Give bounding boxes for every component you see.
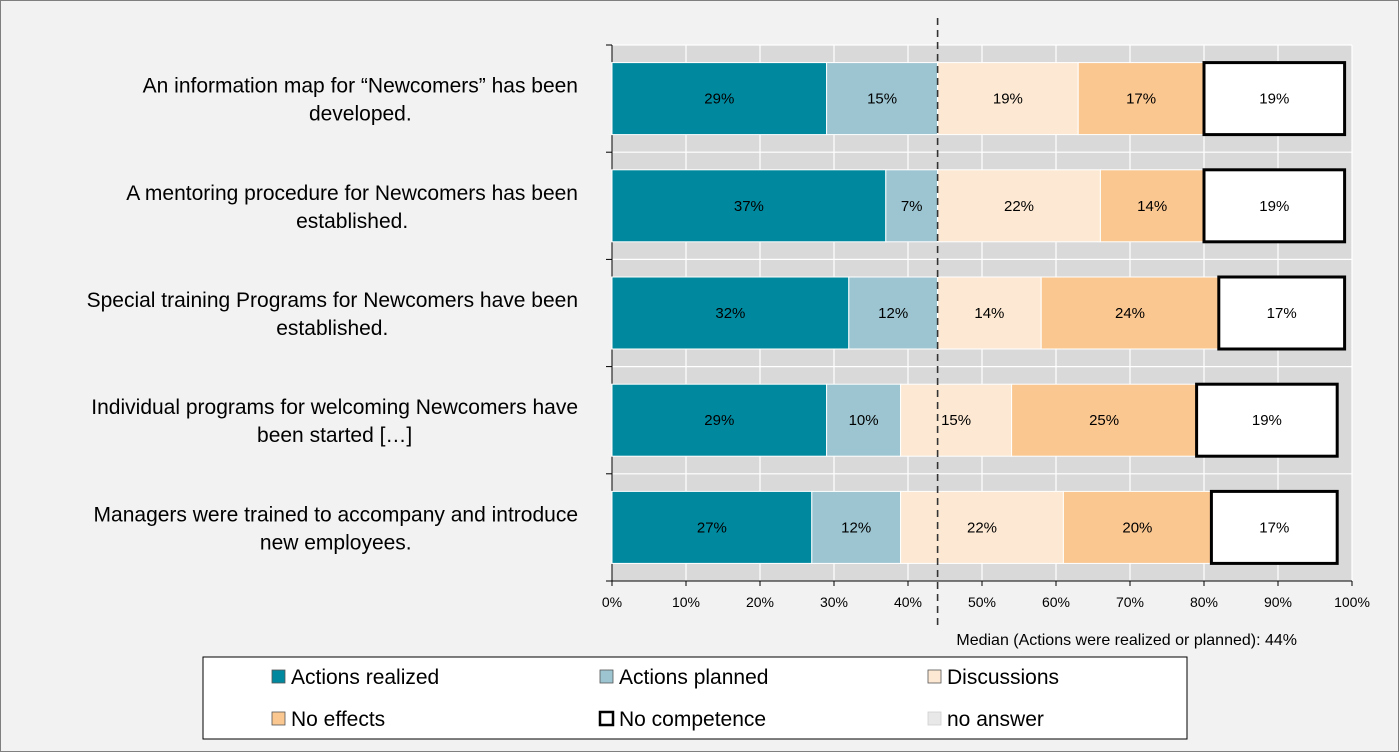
data-label: 25%: [1089, 412, 1119, 429]
data-label: 12%: [878, 305, 908, 322]
bar-segment: [848, 276, 939, 350]
legend-swatch: [271, 669, 286, 684]
data-label: 17%: [1267, 305, 1297, 322]
bar-segment: [1202, 168, 1347, 244]
legend-swatch: [599, 669, 614, 684]
legend-label: no answer: [947, 708, 1044, 731]
x-tick-label: 40%: [894, 594, 922, 610]
bar-segment: [611, 490, 813, 564]
data-label: 19%: [993, 91, 1023, 108]
bar-segment: [1077, 62, 1205, 136]
bar-segment: [885, 169, 939, 243]
legend-label: No effects: [291, 708, 385, 731]
bar-segment: [937, 169, 1101, 243]
x-tick-label: 30%: [820, 594, 848, 610]
category-label: developed.: [309, 103, 412, 126]
data-label: 24%: [1115, 305, 1145, 322]
x-tick-label: 50%: [968, 594, 996, 610]
median-label: Median (Actions were realized or planned…: [956, 632, 1297, 649]
x-tick-label: 90%: [1264, 594, 1292, 610]
bar-segment: [937, 62, 1079, 136]
data-label: 19%: [1259, 91, 1289, 108]
bar-segment: [1099, 169, 1205, 243]
x-tick-label: 0%: [602, 594, 622, 610]
bar-segment: [826, 383, 902, 457]
legend-swatch: [927, 669, 942, 684]
data-label: 20%: [1122, 519, 1152, 536]
bar-segment: [1195, 382, 1339, 458]
data-label: 29%: [704, 412, 734, 429]
data-label: 22%: [967, 519, 997, 536]
legend-swatch: [927, 711, 942, 726]
data-label: 14%: [974, 305, 1004, 322]
category-label: Special training Programs for Newcomers …: [87, 289, 578, 312]
bar-segment: [937, 276, 1042, 350]
data-label: 7%: [901, 198, 923, 215]
x-tick-label: 80%: [1190, 594, 1218, 610]
bar-segment: [1011, 383, 1198, 457]
category-label: A mentoring procedure for Newcomers has …: [126, 182, 578, 205]
data-label: 19%: [1259, 198, 1289, 215]
category-label: been started […]: [257, 424, 412, 447]
category-label: new employees.: [260, 531, 412, 554]
x-tick-label: 70%: [1116, 594, 1144, 610]
data-label: 37%: [734, 198, 764, 215]
data-label: 17%: [1126, 91, 1156, 108]
x-tick-label: 20%: [746, 594, 774, 610]
bar-segment: [1062, 490, 1212, 564]
data-label: 14%: [1137, 198, 1167, 215]
legend-label: Actions planned: [619, 666, 768, 689]
category-label: Managers were trained to accompany and i…: [94, 503, 578, 526]
bar-segment: [1209, 489, 1339, 565]
bar-segment: [826, 62, 939, 136]
category-label: established.: [296, 210, 408, 233]
legend-label: Actions realized: [291, 666, 439, 689]
legend-swatch: [598, 710, 615, 727]
bar-segment: [900, 383, 1013, 457]
bar-segment: [1202, 61, 1347, 137]
category-label: Individual programs for welcoming Newcom…: [91, 396, 578, 419]
legend-label: Discussions: [947, 666, 1059, 689]
x-tick-label: 60%: [1042, 594, 1070, 610]
bar-segment: [611, 169, 887, 243]
data-label: 10%: [849, 412, 879, 429]
x-tick-label: 100%: [1334, 594, 1370, 610]
data-label: 15%: [867, 91, 897, 108]
category-label: established.: [276, 317, 388, 340]
data-label: 19%: [1252, 412, 1282, 429]
category-label: An information map for “Newcomers” has b…: [143, 75, 578, 98]
data-label: 12%: [841, 519, 871, 536]
data-label: 15%: [941, 412, 971, 429]
bar-segment: [1217, 275, 1347, 351]
data-label: 17%: [1259, 519, 1289, 536]
x-tick-label: 10%: [672, 594, 700, 610]
data-label: 22%: [1004, 198, 1034, 215]
bar-segment: [611, 276, 850, 350]
data-label: 29%: [704, 91, 734, 108]
data-label: 27%: [697, 519, 727, 536]
legend-label: No competence: [619, 708, 766, 731]
data-label: 32%: [715, 305, 745, 322]
legend-swatch: [271, 711, 286, 726]
legend: [202, 656, 1188, 740]
